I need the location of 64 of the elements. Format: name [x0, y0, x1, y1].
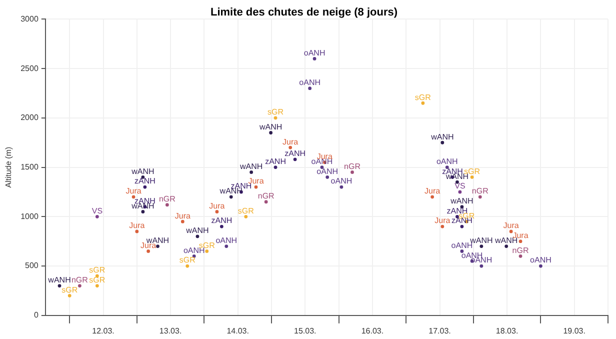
- text: Jura: [424, 186, 440, 196]
- text: Jura: [129, 221, 145, 230]
- text: wANH: [450, 196, 474, 206]
- x-tick-label: 15.03.: [294, 326, 316, 336]
- text: Jura: [503, 221, 519, 230]
- y-tick-label: 500: [25, 261, 39, 270]
- text: Jura: [126, 186, 142, 196]
- text: oANH: [316, 166, 338, 176]
- text: wANH: [431, 132, 454, 142]
- y-tick-label: 2500: [20, 64, 39, 73]
- text: wANH: [132, 166, 154, 176]
- text: sGR: [89, 266, 106, 275]
- text: sGR: [414, 92, 431, 102]
- text: zANH: [265, 157, 286, 166]
- text: sGR: [238, 206, 254, 216]
- text: zANH: [284, 149, 306, 158]
- text: wANH: [146, 236, 170, 245]
- text: nGR: [512, 246, 529, 255]
- y-tick-label: 3000: [20, 14, 39, 24]
- text: Jura: [209, 201, 225, 210]
- text: oANH: [299, 78, 320, 88]
- x-tick-label: 19.03.: [563, 326, 586, 336]
- text: VS: [454, 182, 466, 191]
- text: wANH: [240, 162, 263, 171]
- text: sGR: [198, 240, 215, 250]
- y-axis-title: Altitude (m): [4, 146, 14, 188]
- text: nGR: [258, 192, 274, 201]
- y-tick-label: 1000: [20, 212, 39, 221]
- text: sGR: [464, 166, 480, 176]
- text: zANH: [134, 176, 156, 186]
- text: nGR: [472, 186, 488, 196]
- text: nGR: [158, 194, 176, 204]
- text: wANH: [220, 186, 242, 196]
- text: oANH: [436, 157, 458, 166]
- text: wANH: [259, 122, 282, 132]
- text: Jura: [434, 216, 450, 226]
- x-tick-label: 17.03.: [428, 326, 451, 336]
- text: VS: [92, 206, 103, 216]
- text: oANH: [304, 48, 326, 58]
- text: oANH: [530, 256, 552, 265]
- text: wANH: [47, 275, 72, 284]
- chart-title: Limite des chutes de neige (8 jours): [210, 6, 398, 19]
- text: Jura: [282, 137, 298, 146]
- text: nGR: [344, 162, 360, 171]
- text: nGR: [71, 275, 88, 284]
- text: wANH: [186, 226, 209, 236]
- text: zANH: [452, 216, 472, 226]
- text: Jura: [174, 211, 190, 220]
- text: sGR: [62, 285, 78, 294]
- text: zANH: [211, 216, 232, 226]
- text: oANH: [330, 176, 352, 186]
- text: wANH: [470, 236, 493, 245]
- text: sGR: [179, 256, 196, 265]
- x-tick-label: 16.03.: [361, 326, 384, 336]
- text: sGR: [268, 108, 284, 117]
- y-tick-label: 0: [34, 310, 39, 320]
- y-tick-label: 2000: [20, 113, 39, 122]
- y-tick-label: 1500: [20, 162, 39, 172]
- x-tick-label: 18.03.: [496, 326, 518, 336]
- text: oANH: [216, 236, 238, 245]
- x-tick-label: 13.03.: [159, 326, 182, 336]
- text: sGR: [89, 275, 106, 284]
- x-tick-label: 14.03.: [226, 326, 249, 336]
- x-tick-label: 12.03.: [92, 326, 114, 336]
